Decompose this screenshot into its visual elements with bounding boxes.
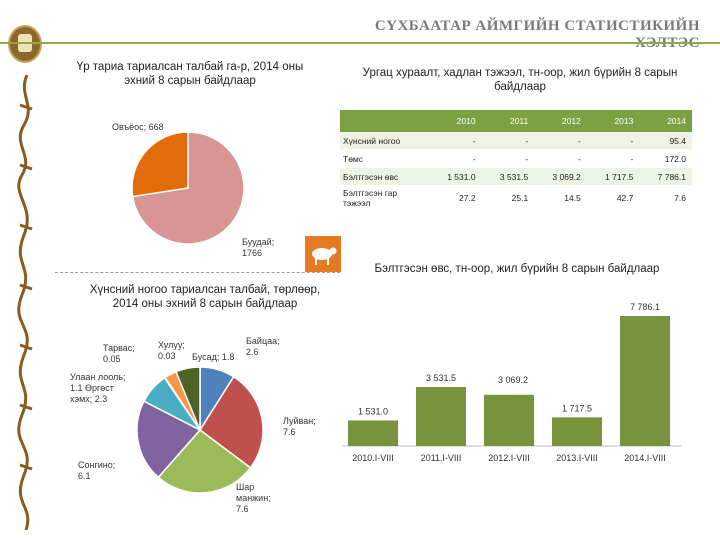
table-header-cell bbox=[340, 110, 429, 132]
sidebar bbox=[0, 0, 50, 540]
table-cell: - bbox=[586, 132, 640, 150]
veg-label-carrot: Луйван; 7.6 bbox=[283, 416, 316, 437]
yield-table-title: Ургац хураалт, хадлан тэжээл, тн-оор, жи… bbox=[362, 67, 678, 93]
bar-category-label-2: 2012.I-VIII bbox=[488, 453, 530, 463]
table-cell: 7.6 bbox=[639, 185, 692, 211]
table-cell: 27.2 bbox=[429, 185, 482, 211]
table-row: Бэлтгэсэн гар тэжээл 27.2 25.1 14.5 42.7… bbox=[340, 185, 692, 211]
veg-label-onion: Сонгино; 6.1 bbox=[78, 460, 116, 481]
veg-pie-slice-2 bbox=[157, 428, 252, 494]
bar-value-label-2: 3 069.2 bbox=[498, 375, 528, 385]
veg-pie-slice-1 bbox=[198, 375, 264, 469]
table-cell: 1 717.5 bbox=[586, 167, 640, 186]
table-cell: 25.1 bbox=[481, 185, 535, 211]
table-cell: - bbox=[481, 149, 535, 168]
sheep-icon bbox=[305, 236, 341, 272]
section-divider bbox=[55, 272, 340, 273]
table-row: Төмс - - - - 172.0 bbox=[340, 149, 692, 168]
bar-3 bbox=[552, 417, 602, 446]
table-cell: Бэлтгэсэн гар тэжээл bbox=[340, 185, 429, 211]
bar-category-label-3: 2013.I-VIII bbox=[556, 453, 598, 463]
table-header-cell: 2014 bbox=[639, 110, 692, 132]
veg-pie-slice-7 bbox=[175, 366, 201, 431]
pie-label-wheat: Буудай; 1766 bbox=[242, 237, 275, 258]
table-cell: Төмс bbox=[340, 149, 429, 168]
bar-1 bbox=[416, 387, 466, 446]
veg-label-other: Бусад; 1.8 bbox=[192, 352, 235, 362]
table-header-cell: 2010 bbox=[429, 110, 482, 132]
hay-chart-title: Бэлтгэсэн өвс, тн-оор, жил бүрийн 8 сары… bbox=[374, 263, 660, 275]
table-cell: - bbox=[586, 149, 640, 168]
bar-4 bbox=[620, 316, 670, 446]
table-cell: - bbox=[429, 132, 482, 150]
bar-category-label-0: 2010.I-VIII bbox=[352, 453, 394, 463]
bar-value-label-3: 1 717.5 bbox=[562, 403, 592, 413]
table-cell: - bbox=[534, 149, 587, 168]
bar-2 bbox=[484, 394, 534, 446]
table-cell: Хүнсний ногоо bbox=[340, 132, 429, 150]
veg-label-turnip: Шар манжин; 7.6 bbox=[236, 482, 271, 514]
table-cell: 172.0 bbox=[639, 149, 692, 168]
table-cell: Бэлтгэсэн өвс bbox=[340, 167, 429, 186]
veg-pie-title: Хүнсний ногоо тариалсан талбай, төрлөөр,… bbox=[89, 284, 321, 310]
table-cell: 3 531.5 bbox=[481, 167, 535, 186]
veg-pie-slice-3 bbox=[136, 400, 202, 479]
table-cell: - bbox=[534, 132, 587, 150]
mongolian-script-decoration bbox=[17, 75, 33, 530]
header-divider bbox=[0, 42, 720, 44]
bar-category-label-4: 2014.I-VIII bbox=[624, 453, 666, 463]
yield-table: 2010 2011 2012 2013 2014 Хүнсний ногоо -… bbox=[340, 110, 692, 211]
table-header-cell: 2011 bbox=[481, 110, 535, 132]
emblem-icon bbox=[8, 25, 42, 63]
veg-label-cabbage: Байцаа; 2.6 bbox=[246, 336, 280, 357]
table-cell: 1 531.0 bbox=[429, 167, 482, 186]
table-cell: 95.4 bbox=[639, 132, 692, 150]
table-row: Хүнсний ногоо - - - - 95.4 bbox=[340, 132, 692, 150]
bar-0 bbox=[348, 420, 398, 446]
table-header-cell: 2013 bbox=[586, 110, 640, 132]
bar-value-label-0: 1 531.0 bbox=[358, 406, 388, 416]
table-cell: 42.7 bbox=[586, 185, 640, 211]
veg-label-pumpkin: Хулуу; 0.03 bbox=[158, 340, 185, 361]
veg-label-watermelon: Тарвас; 0.05 bbox=[103, 343, 135, 364]
grain-pie-title: Үр тариа тариалсан талбай га-р, 2014 оны… bbox=[76, 61, 304, 87]
table-cell: 7 786.1 bbox=[639, 167, 692, 186]
table-cell: 3 069.2 bbox=[534, 167, 587, 186]
grain-pie-slice-1 bbox=[131, 131, 189, 198]
table-cell: - bbox=[429, 149, 482, 168]
veg-label-tomato-cucumber: Улаан лооль; 1.1 Өргөст хэмх; 2.3 bbox=[70, 372, 126, 404]
table-header-row: 2010 2011 2012 2013 2014 bbox=[340, 110, 692, 132]
bar-category-label-1: 2011.I-VIII bbox=[421, 453, 462, 463]
table-header-cell: 2012 bbox=[534, 110, 587, 132]
page-title: СҮХБААТАР АЙМГИЙН СТАТИСТИКИЙН ХЭЛТЭС bbox=[374, 18, 700, 51]
table-cell: - bbox=[481, 132, 535, 150]
pie-label-oats: Овъёос; 668 bbox=[112, 122, 164, 132]
table-cell: 14.5 bbox=[534, 185, 587, 211]
bar-value-label-4: 7 786.1 bbox=[630, 302, 660, 312]
table-row: Бэлтгэсэн өвс 1 531.0 3 531.5 3 069.2 1 … bbox=[340, 167, 692, 186]
bar-value-label-1: 3 531.5 bbox=[426, 373, 456, 383]
